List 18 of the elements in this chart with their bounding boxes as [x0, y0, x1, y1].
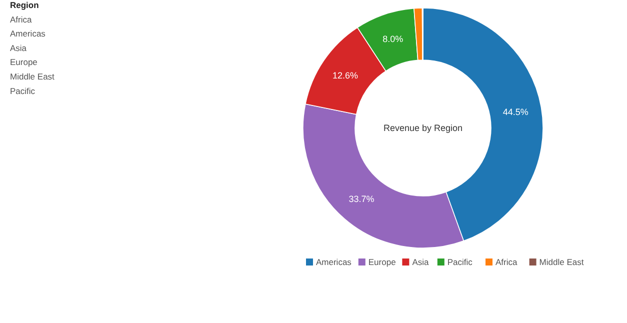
data-label: 12.6% [332, 70, 358, 80]
data-label: 44.5% [502, 106, 528, 117]
legend-label: Pacific [447, 256, 474, 267]
text: Asia [10, 42, 27, 53]
legend-label: Africa [496, 256, 518, 267]
legend-label: Americas [316, 256, 352, 267]
text: Middle East [10, 72, 56, 82]
text: Americas [10, 28, 46, 39]
legend-label: Europe [368, 256, 396, 267]
text: Pacific [10, 86, 36, 96]
text: Region [10, 0, 39, 10]
data-label: 8.0% [382, 34, 404, 44]
text: Revenue by Region [383, 123, 463, 134]
legend-label: Asia [412, 256, 430, 267]
legend-label: Middle East [539, 256, 584, 267]
text: Africa [10, 14, 32, 24]
text: Europe [10, 57, 38, 68]
data-label: 33.7% [348, 194, 374, 204]
